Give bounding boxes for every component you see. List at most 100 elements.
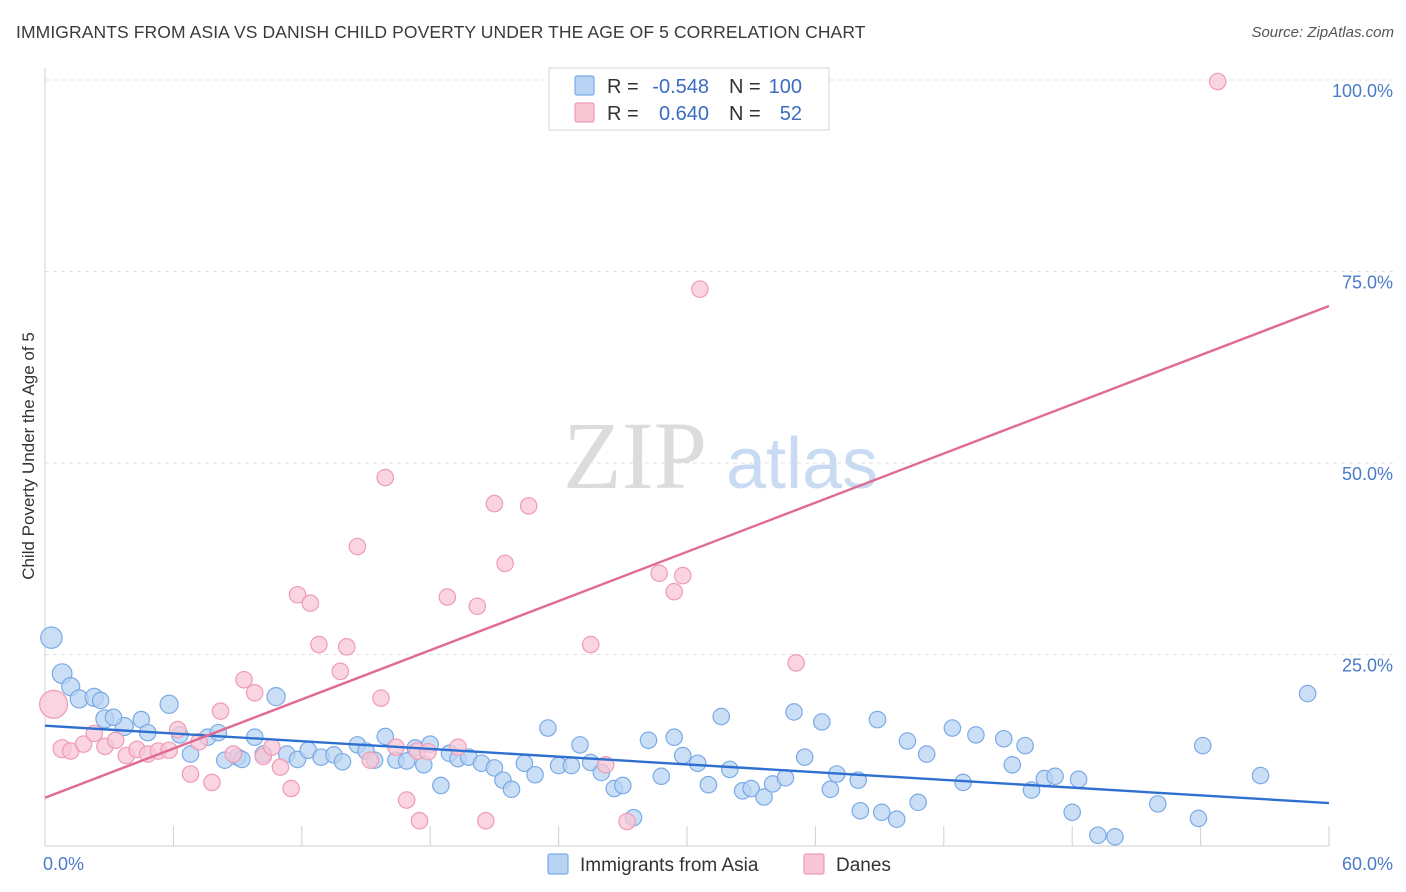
source-credit: Source: ZipAtlas.com (1251, 24, 1394, 41)
point-danes (235, 670, 253, 689)
point-immigrants (104, 708, 123, 727)
y-tick-label: 75.0% (1342, 273, 1393, 293)
legend-n-value-danes: 52 (780, 103, 802, 125)
bottom-legend-label-immigrants: Immigrants from Asia (580, 855, 759, 876)
point-immigrants (813, 713, 831, 731)
point-immigrants (376, 727, 395, 746)
x-tick-label: 0.0% (43, 854, 84, 874)
point-immigrants (539, 719, 557, 737)
legend-r-label-danes: R = (607, 103, 639, 125)
point-danes (348, 537, 367, 556)
legend-swatch-immigrants (574, 75, 595, 96)
point-immigrants (40, 626, 63, 649)
x-tick-labels: 0.0% 60.0% (43, 854, 1393, 874)
point-immigrants (868, 710, 887, 729)
point-danes (581, 635, 600, 654)
point-danes (288, 585, 307, 604)
point-danes (618, 812, 636, 831)
point-immigrants (159, 694, 179, 714)
point-immigrants (665, 728, 683, 747)
point-immigrants (742, 779, 760, 798)
bottom-legend-label-danes: Danes (836, 855, 891, 876)
point-immigrants (1193, 736, 1212, 755)
point-immigrants (909, 793, 927, 812)
point-immigrants (613, 776, 632, 795)
point-danes (203, 773, 221, 792)
axes (44, 68, 1330, 847)
point-danes (468, 597, 487, 616)
point-immigrants (1089, 826, 1107, 845)
legend-r-value-danes: 0.640 (659, 103, 709, 125)
point-danes (650, 564, 668, 583)
point-danes (691, 280, 709, 298)
point-danes (519, 497, 538, 515)
legend-swatch-danes (574, 102, 595, 123)
point-immigrants (397, 752, 416, 770)
point-danes (438, 588, 457, 606)
point-danes (168, 720, 187, 739)
series-legend: Immigrants from Asia Danes (547, 853, 891, 876)
trend-line-immigrants (44, 724, 1330, 805)
point-danes (331, 662, 350, 681)
trend-line-danes (44, 304, 1330, 799)
point-danes (39, 689, 69, 719)
point-immigrants (562, 756, 581, 775)
y-tick-label: 100.0% (1332, 81, 1393, 101)
point-immigrants (1251, 766, 1270, 785)
trend-lines (44, 304, 1330, 805)
point-immigrants (1046, 767, 1064, 786)
point-immigrants (432, 776, 450, 795)
point-immigrants (755, 788, 773, 806)
point-immigrants (91, 691, 110, 710)
y-axis-label: Child Poverty Under the Age of 5 (19, 332, 38, 580)
point-immigrants (1016, 736, 1034, 755)
point-immigrants (1003, 756, 1022, 774)
series-immigrants-points (40, 626, 1317, 846)
point-danes (665, 582, 683, 601)
point-immigrants (851, 801, 870, 820)
point-immigrants (673, 746, 692, 765)
point-danes (337, 638, 356, 656)
point-danes (397, 791, 416, 809)
point-immigrants (639, 731, 658, 750)
point-immigrants (571, 736, 589, 754)
point-danes (74, 735, 93, 753)
point-immigrants (1189, 809, 1208, 828)
point-immigrants (872, 803, 891, 822)
point-danes (372, 689, 390, 707)
point-danes (271, 758, 290, 776)
legend-r-value-immigrants: -0.548 (652, 76, 709, 98)
point-immigrants (967, 726, 985, 744)
point-immigrants (526, 765, 544, 784)
point-danes (449, 738, 467, 756)
x-tick-label: 60.0% (1342, 854, 1393, 874)
y-tick-labels: 25.0% 50.0% 75.0% 100.0% (1332, 81, 1393, 676)
stats-legend: R = -0.548 N = 100 R = 0.640 N = 52 (548, 67, 830, 131)
point-danes (485, 494, 504, 513)
point-immigrants (917, 745, 936, 763)
point-danes (477, 811, 495, 830)
point-immigrants (1106, 828, 1124, 846)
point-danes (310, 635, 328, 654)
point-danes (282, 779, 300, 798)
point-danes (410, 811, 429, 830)
point-danes (419, 742, 437, 761)
point-immigrants (333, 752, 352, 771)
point-immigrants (887, 810, 906, 828)
point-danes (787, 654, 805, 672)
y-tick-label: 50.0% (1342, 464, 1393, 484)
point-danes (673, 566, 692, 585)
point-immigrants (485, 759, 504, 777)
chart-title: IMMIGRANTS FROM ASIA VS DANISH CHILD POV… (16, 22, 866, 42)
point-danes (181, 765, 200, 783)
point-danes (496, 554, 514, 573)
point-immigrants (776, 769, 795, 787)
point-immigrants (943, 719, 962, 737)
point-immigrants (1149, 795, 1167, 813)
point-immigrants (712, 707, 731, 726)
point-danes (1208, 72, 1227, 91)
point-immigrants (720, 760, 739, 779)
point-danes (224, 745, 243, 763)
point-immigrants (994, 729, 1013, 748)
